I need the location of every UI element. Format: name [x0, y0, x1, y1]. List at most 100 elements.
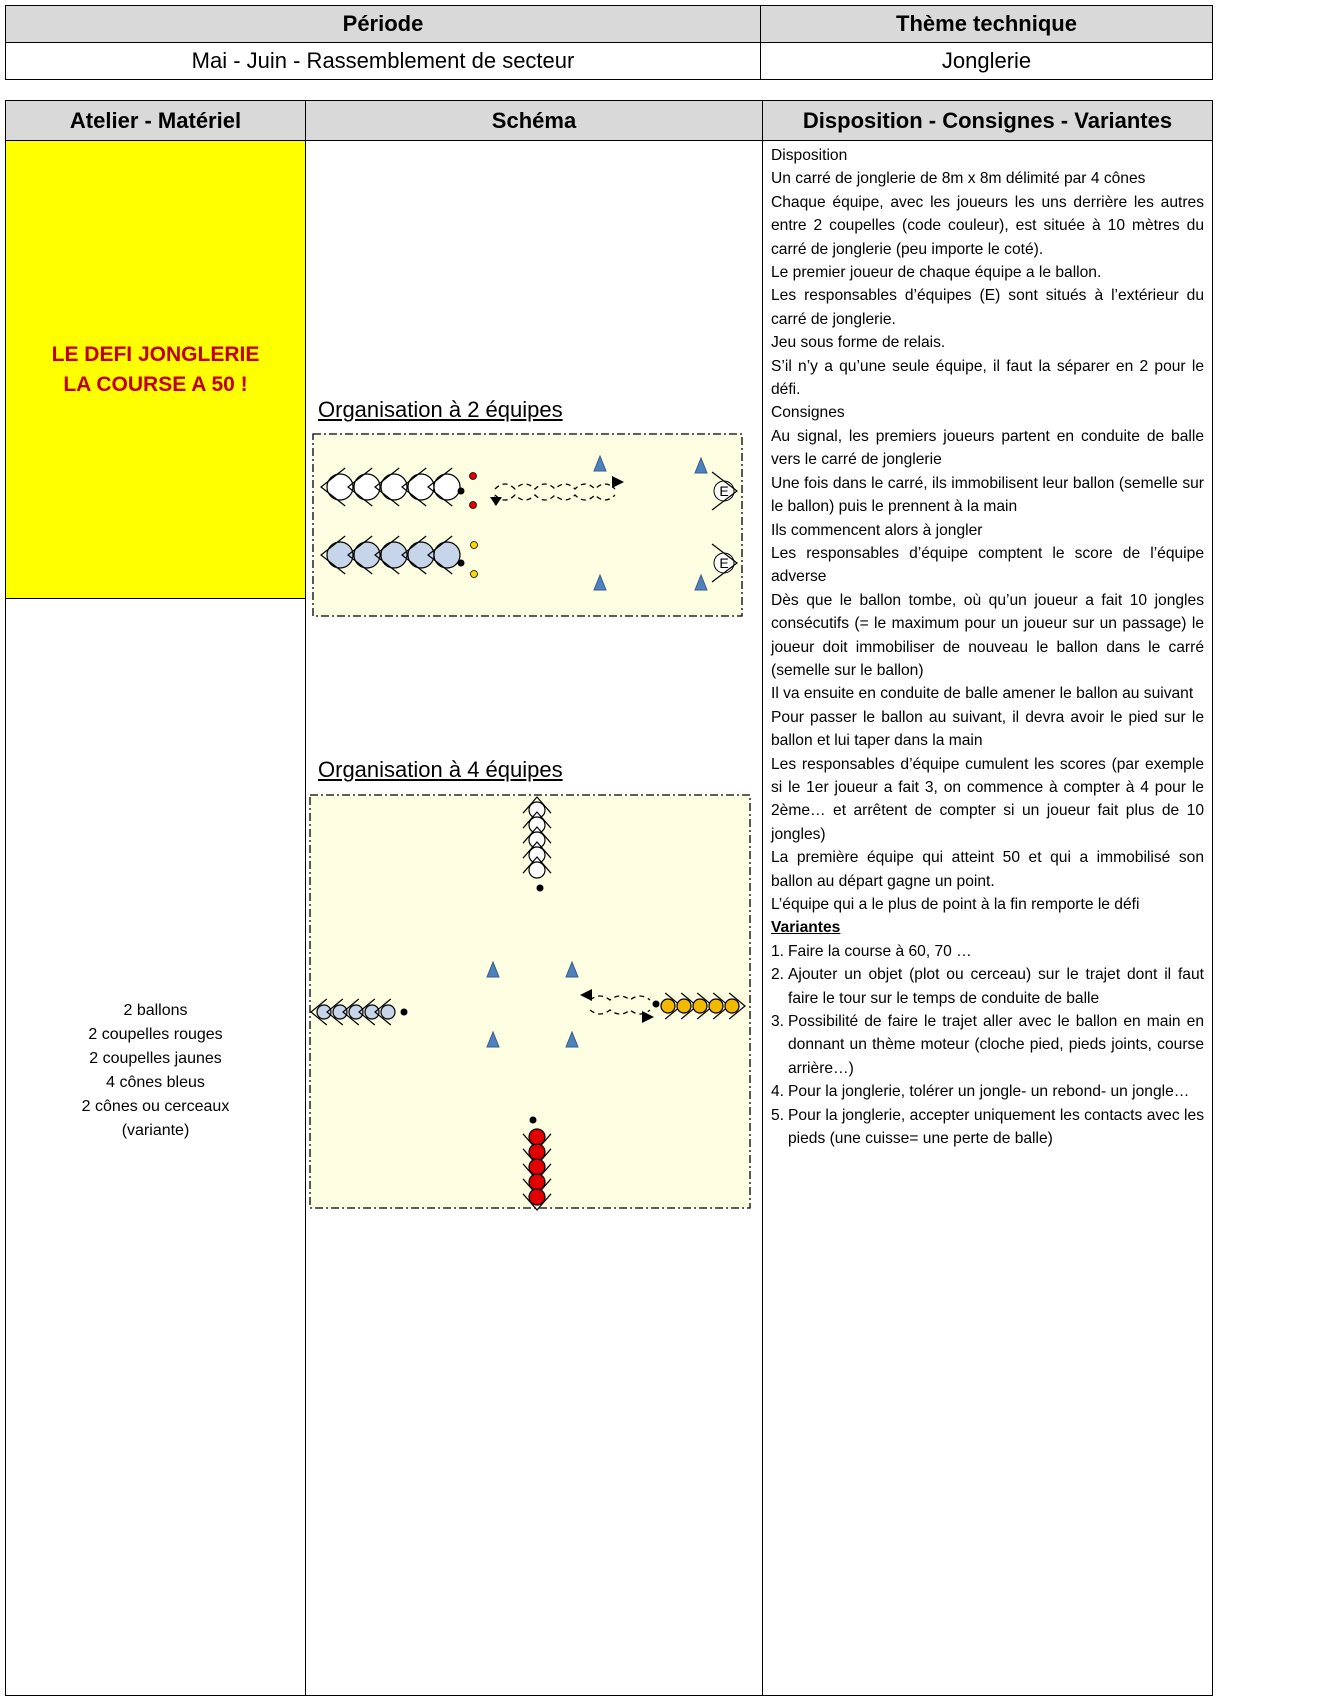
player: [353, 473, 381, 501]
item-number: 2.: [771, 966, 785, 984]
dot: [457, 487, 465, 495]
item-text: Faire la course à 60, 70 …: [788, 942, 972, 960]
dot: [469, 501, 477, 509]
player-marker: [326, 998, 344, 1026]
variant-item: 1. Faire la course à 60, 70 …: [771, 940, 1204, 963]
cone: [565, 960, 579, 978]
paragraph: Au signal, les premiers joueurs partent …: [771, 427, 1204, 469]
player-marker: [427, 535, 453, 575]
variant-item: 4. Pour la jonglerie, tolérer un jongle- …: [771, 1080, 1204, 1103]
item-number: 4.: [771, 1083, 785, 1101]
player: [660, 998, 676, 1014]
header-cell: Atelier - Matériel: [5, 100, 306, 141]
paragraph: Il va ensuite en conduite de balle amene…: [771, 685, 1194, 703]
player: [676, 998, 692, 1014]
player: [528, 801, 546, 819]
arrow-head: [490, 497, 502, 506]
player-marker: [522, 856, 552, 874]
paragraph: S’il n’y a qu’une seule équipe, il faut …: [771, 357, 1204, 399]
player: [326, 473, 354, 501]
player: [380, 541, 408, 569]
player-marker: [401, 467, 427, 507]
player-marker: [522, 826, 552, 844]
paragraph: Pour passer le ballon au suivant, il dev…: [771, 708, 1204, 750]
player-marker: [401, 535, 427, 575]
arrow-head: [612, 476, 624, 488]
equipment-item: 2 coupelles jaunes: [89, 1050, 222, 1067]
player: [353, 541, 381, 569]
player: [332, 1004, 348, 1020]
player: [407, 473, 435, 501]
player: [407, 541, 435, 569]
player: [528, 1143, 546, 1161]
player: [692, 998, 708, 1014]
instructions-cell: Disposition Un carré de jonglerie de 8m x…: [762, 140, 1213, 1696]
dot: [652, 1000, 660, 1008]
item-number: 5.: [771, 1106, 785, 1124]
cone: [565, 1030, 579, 1048]
arrow-head: [580, 989, 592, 1001]
header-cell: Disposition - Consignes - Variantes: [762, 100, 1213, 141]
equipment-item: 2 ballons: [123, 1002, 188, 1019]
player: [528, 831, 546, 849]
dribble-path: [494, 494, 616, 501]
workshop-title: LE DEFI JONGLERIE LA COURSE A 50 !: [5, 140, 306, 599]
paragraph: Ils commencent alors à jongler: [771, 521, 983, 539]
paragraph: Les responsables d’équipe comptent le sc…: [771, 544, 1204, 586]
paragraph: Un carré de jonglerie de 8m x 8m délimit…: [771, 170, 1146, 188]
dot: [457, 559, 465, 567]
item-number: 1.: [771, 942, 785, 960]
paragraph: Les responsables d’équipes (E) sont situ…: [771, 287, 1204, 328]
paragraph: Jeu sous forme de relais.: [771, 334, 946, 352]
player-marker: [522, 811, 552, 829]
player-marker: [374, 467, 400, 507]
item-text: Possibilité de faire le trajet aller ave…: [788, 1013, 1204, 1077]
paragraph: L’équipe qui a le plus de point à la fin…: [771, 896, 1140, 913]
variant-item: 2. Ajouter un objet (plot ou cerceau) sur…: [771, 963, 1204, 1010]
equipment-item: 2 coupelles rouges: [88, 1026, 223, 1043]
team-leader-label: E: [719, 555, 728, 571]
dot: [470, 570, 478, 578]
player-marker: [522, 796, 552, 814]
player-marker: [320, 467, 346, 507]
cone: [694, 456, 708, 474]
player: [364, 1004, 380, 1020]
field-2-teams: [312, 433, 743, 617]
schema-label: Organisation à 2 équipes: [318, 397, 563, 422]
dot: [529, 1116, 537, 1124]
schema-label: Organisation à 4 équipes: [318, 757, 563, 782]
paragraph: La première équipe qui atteint 50 et qui…: [771, 849, 1204, 890]
variant-item: 3. Possibilité de faire le trajet aller a…: [771, 1010, 1204, 1080]
equipment-item: (variante): [121, 1122, 190, 1139]
paragraph: Le premier joueur de chaque équipe a le …: [771, 264, 1102, 282]
cone: [486, 1030, 500, 1048]
player-marker: [374, 535, 400, 575]
player: [433, 541, 461, 569]
player-marker: [320, 535, 346, 575]
cone: [486, 960, 500, 978]
player: [528, 816, 546, 834]
player-marker: [358, 998, 376, 1026]
player-marker: [522, 1193, 552, 1211]
item-text: Pour la jonglerie, accepter uniquement l…: [788, 1106, 1204, 1148]
player: [708, 998, 724, 1014]
player-marker: [711, 471, 738, 511]
player: [528, 1173, 546, 1191]
header-cell: Période: [5, 5, 761, 43]
player: [348, 1004, 364, 1020]
player: [528, 1128, 546, 1146]
item-text: Ajouter un objet (plot ou cerceau) sur l…: [788, 966, 1204, 1007]
dot: [470, 541, 478, 549]
table-cell: Mai - Juin - Rassemblement de secteur: [5, 42, 761, 80]
equipment-item: 4 cônes bleus: [106, 1074, 205, 1091]
header-cell: Schéma: [305, 100, 763, 141]
dribble-path: [589, 995, 651, 1001]
title-line: LE DEFI JONGLERIE: [51, 342, 260, 366]
player-marker: [374, 998, 392, 1026]
player-marker: [342, 998, 360, 1026]
player: [433, 473, 461, 501]
dribble-path: [589, 1009, 651, 1015]
player: [316, 1004, 332, 1020]
dot: [536, 884, 544, 892]
